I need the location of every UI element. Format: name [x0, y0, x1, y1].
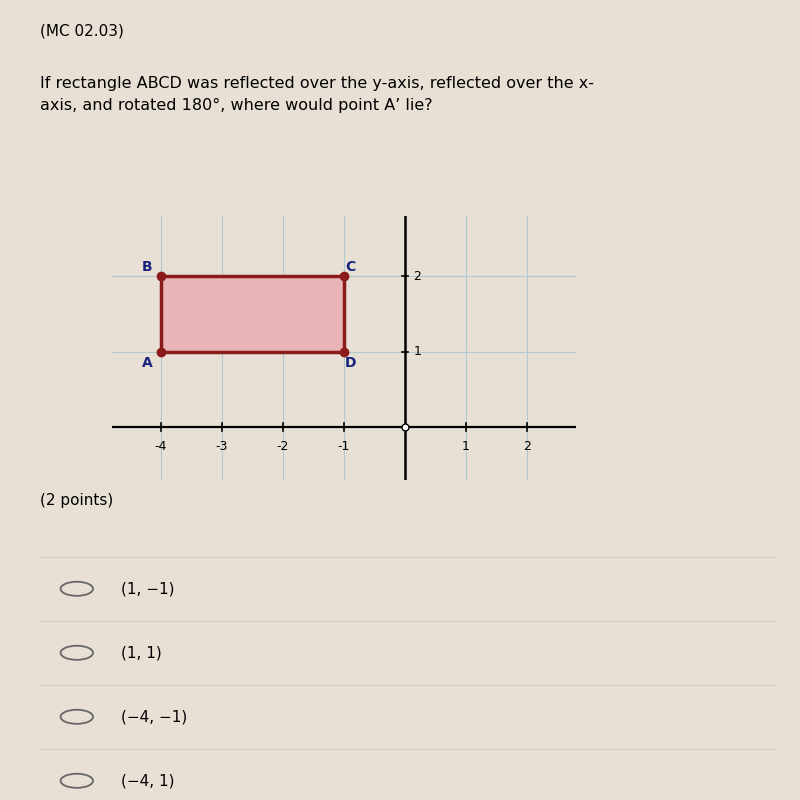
Text: -1: -1: [338, 440, 350, 453]
Text: (−4, 1): (−4, 1): [121, 774, 174, 788]
Text: 2: 2: [523, 440, 531, 453]
Text: If rectangle ABCD was reflected over the y-axis, reflected over the x-
axis, and: If rectangle ABCD was reflected over the…: [40, 75, 594, 113]
Text: D: D: [344, 356, 356, 370]
Text: A: A: [142, 356, 153, 370]
Text: B: B: [142, 259, 153, 274]
Text: (−4, −1): (−4, −1): [121, 710, 187, 724]
Text: -3: -3: [216, 440, 228, 453]
Text: (2 points): (2 points): [40, 493, 114, 508]
Text: -2: -2: [277, 440, 289, 453]
Text: C: C: [345, 259, 355, 274]
Text: -4: -4: [154, 440, 167, 453]
Text: (MC 02.03): (MC 02.03): [40, 24, 124, 39]
Text: 2: 2: [414, 270, 422, 283]
Text: (1, 1): (1, 1): [121, 646, 162, 660]
Polygon shape: [161, 276, 344, 352]
Text: 1: 1: [462, 440, 470, 453]
Text: 1: 1: [414, 346, 422, 358]
Text: (1, −1): (1, −1): [121, 582, 174, 596]
